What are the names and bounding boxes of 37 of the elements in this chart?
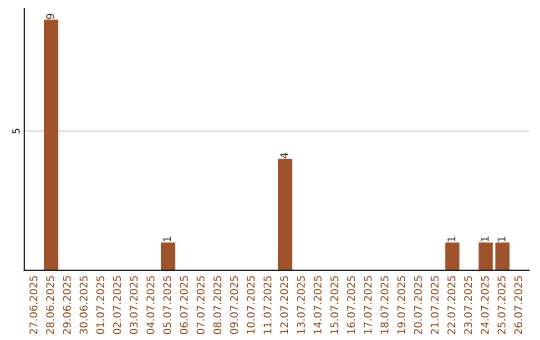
x-tick-label: 28.06.2025 xyxy=(46,276,54,334)
x-tick-label: 08.07.2025 xyxy=(213,276,222,334)
x-tick-label: 22.07.2025 xyxy=(447,276,456,334)
data-label: 1 xyxy=(481,236,489,242)
x-tick-label: 05.07.2025 xyxy=(163,276,172,334)
x-tick-label: 06.07.2025 xyxy=(180,276,188,334)
x-tick-label: 29.06.2025 xyxy=(62,276,71,334)
x-tick-label: 20.07.2025 xyxy=(414,276,422,334)
x-tick-label: 21.07.2025 xyxy=(430,276,439,334)
x-tick-label: 14.07.2025 xyxy=(314,276,322,334)
data-label: 1 xyxy=(448,236,456,242)
x-tick-label: 19.07.2025 xyxy=(397,276,406,334)
x-tick-label: 18.07.2025 xyxy=(380,276,388,334)
data-label: 4 xyxy=(280,152,288,158)
x-tick-label: 27.06.2025 xyxy=(29,276,38,334)
x-tick-label: 30.06.2025 xyxy=(80,276,88,334)
x-tick-label: 24.07.2025 xyxy=(480,276,489,334)
x-tick-label: 01.07.2025 xyxy=(96,276,104,334)
x-tick-label: 03.07.2025 xyxy=(130,276,138,334)
x-tick-label: 26.07.2025 xyxy=(514,276,522,334)
x-tick-label: 11.07.2025 xyxy=(264,276,272,334)
x-tick-label: 25.07.2025 xyxy=(498,276,506,334)
x-tick-label: 17.07.2025 xyxy=(364,276,372,334)
data-label: 1 xyxy=(163,236,171,242)
x-tick-label: 02.07.2025 xyxy=(113,276,121,334)
x-tick-label: 12.07.2025 xyxy=(280,276,288,334)
x-tick-label: 10.07.2025 xyxy=(246,276,255,334)
x-tick-label: 23.07.2025 xyxy=(464,276,472,334)
x-tick-label: 13.07.2025 xyxy=(296,276,305,334)
data-label: 9 xyxy=(46,14,54,19)
x-tick-label: 16.07.2025 xyxy=(347,276,356,334)
x-tick-label: 15.07.2025 xyxy=(330,276,338,334)
x-tick-label: 04.07.2025 xyxy=(146,276,154,334)
x-tick-label: 07.07.2025 xyxy=(196,276,205,334)
data-label: 1 xyxy=(498,236,506,242)
y-tick-label: 5 xyxy=(12,128,20,134)
x-tick-label: 09.07.2025 xyxy=(230,276,238,334)
